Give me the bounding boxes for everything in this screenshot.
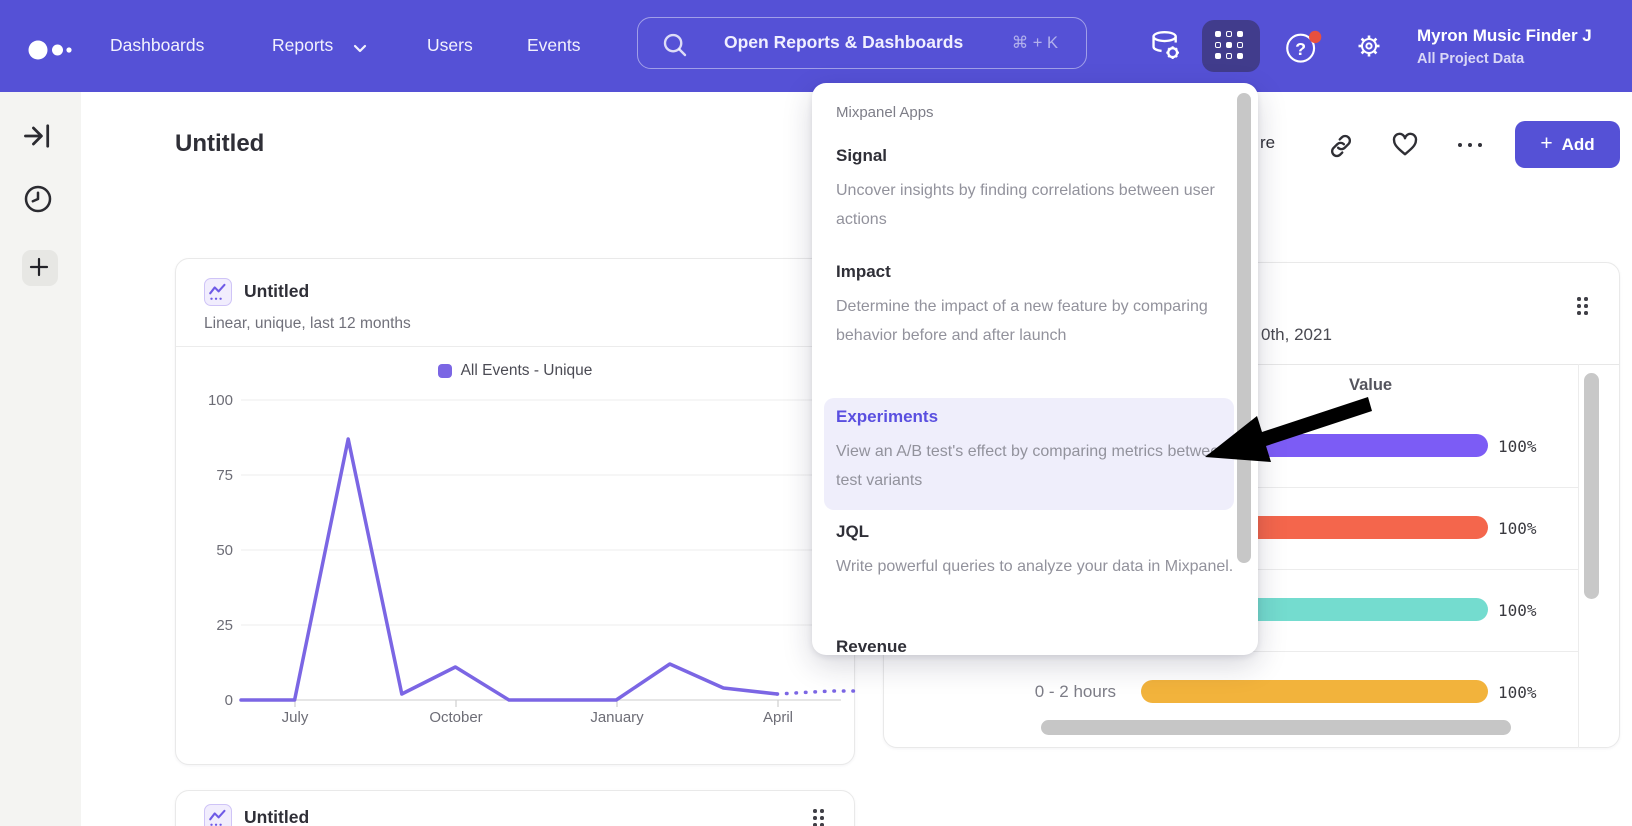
chevron-down-icon <box>352 42 368 54</box>
data-management-button[interactable] <box>1148 28 1184 64</box>
clock-icon <box>24 185 52 213</box>
y-tick-0: 0 <box>224 692 233 709</box>
apps-menu-header: Mixpanel Apps <box>836 104 934 121</box>
nav-events[interactable]: Events <box>527 35 581 55</box>
add-button[interactable]: + Add <box>1515 121 1620 168</box>
heart-icon <box>1392 132 1418 156</box>
line-chart <box>239 399 856 707</box>
vertical-scrollbar-thumb[interactable] <box>1584 373 1599 599</box>
legend-swatch <box>437 364 452 378</box>
menu-item-experiments-desc: View an A/B test's effect by comparing m… <box>836 443 1228 489</box>
mixpanel-logo-icon[interactable] <box>24 30 80 70</box>
search-icon <box>660 30 690 60</box>
copy-link-button[interactable] <box>1327 132 1355 160</box>
more-options-button[interactable] <box>1458 143 1482 147</box>
nav-dashboards[interactable]: Dashboards <box>110 35 205 55</box>
menu-item-experiments-highlight[interactable] <box>824 398 1234 510</box>
apps-menu-button[interactable] <box>1202 20 1260 72</box>
drag-handle-icon[interactable] <box>1577 297 1588 315</box>
help-icon: ? <box>1286 30 1322 63</box>
add-report-button[interactable] <box>22 250 58 286</box>
insights-report-icon <box>204 804 232 826</box>
drag-handle-icon[interactable] <box>813 809 824 826</box>
legend-label: All Events - Unique <box>460 362 593 379</box>
insights-report-icon <box>204 278 232 306</box>
plus-icon <box>29 257 49 277</box>
user-project: All Project Data <box>1417 51 1525 67</box>
user-menu[interactable]: Myron Music Finder J All Project Data <box>1417 26 1632 67</box>
card-subtitle: Linear, unique, last 12 months <box>204 315 411 332</box>
y-tick-100: 100 <box>207 392 233 409</box>
menu-item-signal[interactable]: Signal <box>836 146 888 165</box>
search-input[interactable]: Open Reports & Dashboards ⌘ + K <box>637 17 1087 69</box>
dropdown-scrollbar-thumb[interactable] <box>1237 93 1251 563</box>
value-bar-3 <box>1141 680 1488 703</box>
value-label-3: 100% <box>1498 683 1537 702</box>
search-placeholder: Open Reports & Dashboards <box>724 32 964 52</box>
menu-item-impact[interactable]: Impact <box>836 262 891 281</box>
add-button-label: Add <box>1561 134 1595 154</box>
value-label-2: 100% <box>1498 601 1537 620</box>
value-label-0: 100% <box>1498 437 1537 456</box>
x-tick-april: April <box>762 709 793 726</box>
bottom-chart-card: Untitled <box>175 790 855 826</box>
table-right-border <box>1578 364 1579 748</box>
svg-text:?: ? <box>1295 39 1306 59</box>
mixpanel-apps-dropdown: Mixpanel Apps Signal Uncover insights by… <box>812 83 1258 655</box>
help-button[interactable]: ? <box>1285 29 1323 65</box>
link-icon <box>1331 134 1351 158</box>
line-series <box>239 437 856 702</box>
card-header-divider <box>176 346 854 347</box>
expand-sidebar-icon <box>24 124 50 148</box>
menu-item-experiments[interactable]: Experiments <box>836 407 939 426</box>
line-chart-card: Untitled Linear, unique, last 12 months … <box>175 258 856 765</box>
history-button[interactable] <box>22 183 54 215</box>
settings-button[interactable] <box>1352 29 1386 63</box>
horizontal-scrollbar-thumb[interactable] <box>1041 720 1511 735</box>
database-gear-icon <box>1152 30 1180 60</box>
menu-item-signal-desc: Uncover insights by finding correlations… <box>836 182 1215 228</box>
row-label-0-2-hours: 0 - 2 hours <box>1034 682 1116 701</box>
gear-icon <box>1358 35 1380 57</box>
plus-icon: + <box>1540 131 1553 155</box>
share-button[interactable]: re <box>1260 133 1276 152</box>
apps-grid-icon <box>1215 31 1243 59</box>
x-tick-january: January <box>590 709 644 726</box>
menu-item-revenue-partial[interactable]: Revenue <box>836 637 907 655</box>
page-title: Untitled <box>175 130 265 157</box>
card-date-fragment: 0th, 2021 <box>1261 325 1332 344</box>
search-shortcut: ⌘ + K <box>1011 34 1058 52</box>
user-name: Myron Music Finder J <box>1417 26 1592 45</box>
y-tick-50: 50 <box>216 542 233 559</box>
nav-users[interactable]: Users <box>427 35 473 55</box>
value-column-header: Value <box>1349 376 1393 394</box>
x-tick-october: October <box>429 709 483 726</box>
top-navbar: Dashboards Reports Users Events Open Rep… <box>0 0 1632 92</box>
favorite-button[interactable] <box>1390 130 1420 158</box>
card-title: Untitled <box>244 281 310 301</box>
nav-reports[interactable]: Reports <box>272 35 334 55</box>
card-title: Untitled <box>244 807 310 826</box>
notification-dot <box>1309 30 1322 44</box>
y-tick-75: 75 <box>216 467 233 484</box>
value-label-1: 100% <box>1498 519 1537 538</box>
y-tick-25: 25 <box>216 617 233 634</box>
menu-item-jql[interactable]: JQL <box>836 522 870 541</box>
menu-item-impact-desc: Determine the impact of a new feature by… <box>836 298 1208 344</box>
expand-sidebar-button[interactable] <box>22 120 54 152</box>
left-rail <box>0 92 81 826</box>
chart-legend: All Events - Unique <box>176 362 854 380</box>
menu-item-jql-desc: Write powerful queries to analyze your d… <box>836 558 1234 575</box>
x-tick-july: July <box>281 709 309 726</box>
